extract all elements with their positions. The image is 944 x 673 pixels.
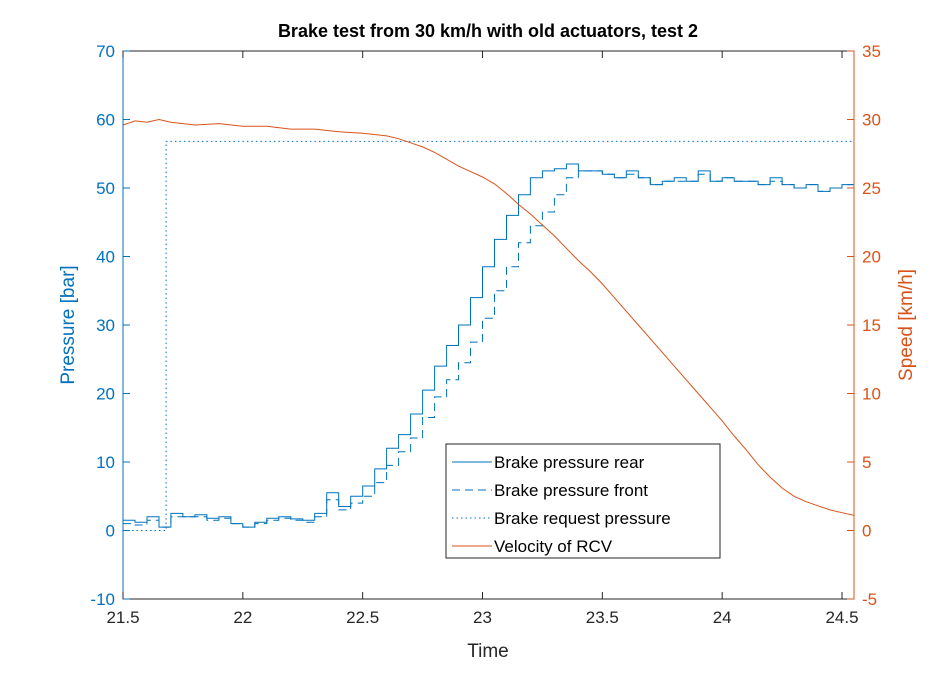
series-line-velocity-of-rcv — [122, 118, 855, 516]
y-tick-label-right: 5 — [862, 453, 871, 472]
y-tick-label-right: 35 — [862, 42, 881, 61]
x-tick-label: 23 — [473, 608, 492, 627]
y-tick-label-left: 60 — [96, 111, 115, 130]
legend-label-brake-pressure-rear: Brake pressure rear — [494, 453, 645, 472]
x-tick-label: 22.5 — [346, 608, 379, 627]
legend-label-brake-pressure-front: Brake pressure front — [494, 481, 648, 500]
y-tick-label-left: 10 — [96, 453, 115, 472]
y-tick-label-left: 50 — [96, 179, 115, 198]
y-axis-label-left: Pressure [bar] — [58, 265, 79, 384]
series-layer — [122, 118, 855, 531]
y-tick-label-right: 30 — [862, 111, 881, 130]
legend: Brake pressure rear Brake pressure front B… — [445, 443, 721, 559]
y-tick-label-right: -5 — [862, 590, 877, 609]
tick-layer: 21.5 22 22.5 23 23.5 24 24.5-10010203040506070… — [90, 42, 881, 627]
y-tick-label-right: 0 — [862, 522, 871, 541]
x-axis-label: Time — [467, 641, 509, 662]
legend-box — [445, 443, 721, 559]
y-tick-label-right: 10 — [862, 385, 881, 404]
chart-title: Brake test from 30 km/h with old actuato… — [278, 21, 698, 41]
y-axis-label-right: Speed [km/h] — [896, 269, 917, 381]
legend-label-brake-request-pressure: Brake request pressure — [494, 509, 671, 528]
y-tick-label-left: 70 — [96, 42, 115, 61]
legend-label-velocity-of-rcv: Velocity of RCV — [494, 537, 613, 556]
y-tick-label-right: 20 — [862, 248, 881, 267]
y-tick-label-right: 25 — [862, 179, 881, 198]
x-tick-label: 24.5 — [825, 608, 858, 627]
y-tick-label-left: 0 — [106, 522, 115, 541]
y-tick-label-left: 30 — [96, 316, 115, 335]
x-tick-label: 22 — [233, 608, 252, 627]
series-line-brake-pressure-front — [123, 170, 855, 528]
x-tick-label: 23.5 — [586, 608, 619, 627]
y-tick-label-left: 20 — [96, 385, 115, 404]
y-tick-label-right: 15 — [862, 316, 881, 335]
y-tick-label-left: 40 — [96, 248, 115, 267]
x-tick-label: 24 — [713, 608, 732, 627]
y-tick-label-left: -10 — [90, 590, 115, 609]
x-tick-label: 21.5 — [106, 608, 139, 627]
